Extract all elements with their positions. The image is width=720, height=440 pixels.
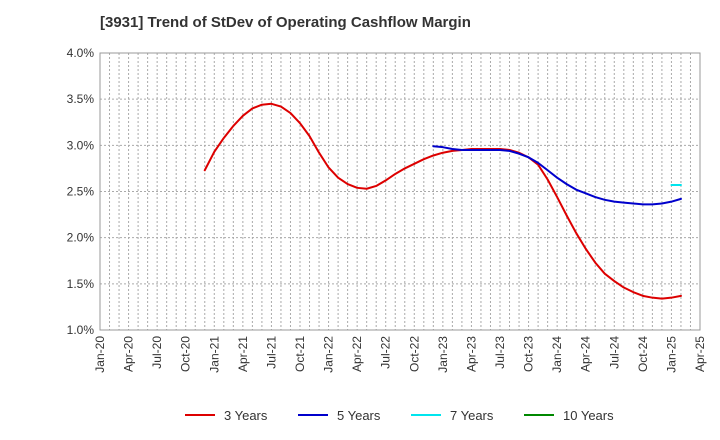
y-axis: 1.0% 1.5% 2.0% 2.5% 3.0% 3.5% 4.0% [67, 46, 95, 337]
x-tick-label: Jan-21 [207, 336, 221, 373]
y-tick-label: 3.0% [67, 138, 95, 152]
series-lines [203, 102, 682, 300]
y-tick-label: 2.5% [67, 185, 95, 199]
x-tick-label: Jul-23 [493, 336, 507, 369]
plot-frame [99, 52, 701, 331]
x-tick-label: Jul-20 [150, 336, 164, 369]
x-tick-label: Oct-22 [407, 336, 421, 372]
grid [100, 52, 700, 331]
x-tick-label: Apr-21 [236, 336, 250, 372]
y-tick-label: 3.5% [67, 92, 95, 106]
x-tick-label: Jul-24 [607, 336, 621, 369]
legend-label-7-years: 7 Years [450, 408, 494, 423]
x-tick-label: Apr-25 [693, 336, 707, 372]
x-tick-label: Jan-24 [550, 336, 564, 373]
x-tick-label: Jan-23 [436, 336, 450, 373]
legend: 3 Years 5 Years 7 Years 10 Years [185, 408, 614, 423]
x-tick-label: Jan-20 [93, 336, 107, 373]
x-tick-label: Jul-21 [264, 336, 278, 369]
x-axis: Jan-20 Apr-20 Jul-20 Oct-20 Jan-21 Apr-21 Jul-… [93, 336, 707, 373]
y-tick-label: 1.0% [67, 323, 95, 337]
series-line-5-years [432, 145, 682, 206]
x-tick-label: Jan-25 [664, 336, 678, 373]
x-tick-label: Apr-24 [579, 336, 593, 372]
chart-title: [3931] Trend of StDev of Operating Cashf… [100, 14, 471, 31]
x-tick-label: Oct-24 [636, 336, 650, 372]
x-tick-label: Apr-22 [350, 336, 364, 372]
y-tick-label: 4.0% [67, 46, 95, 60]
x-tick-label: Oct-20 [179, 336, 193, 372]
x-tick-label: Jul-22 [379, 336, 393, 369]
y-tick-label: 2.0% [67, 231, 95, 245]
legend-label-5-years: 5 Years [337, 408, 381, 423]
x-tick-label: Oct-21 [293, 336, 307, 372]
legend-label-10-years: 10 Years [563, 408, 614, 423]
legend-label-3-years: 3 Years [224, 408, 268, 423]
series-line-3-years [203, 102, 682, 300]
x-tick-label: Oct-23 [522, 336, 536, 372]
x-tick-label: Apr-23 [464, 336, 478, 372]
x-tick-label: Jan-22 [322, 336, 336, 373]
y-tick-label: 1.5% [67, 277, 95, 291]
x-tick-label: Apr-20 [122, 336, 136, 372]
